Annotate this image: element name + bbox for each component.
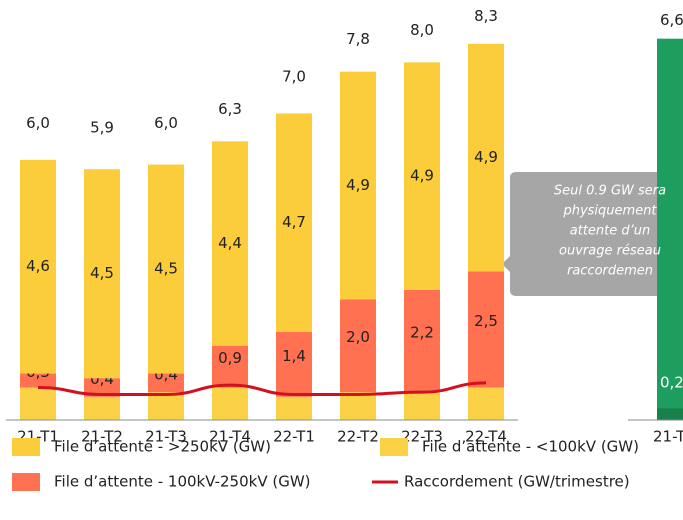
bar (657, 38, 683, 421)
bar-segment (276, 331, 312, 397)
bar-segment (340, 71, 376, 300)
annotation: ouvrage réseau (559, 244, 661, 259)
data-label: 4,9 (474, 148, 498, 166)
bar-segment (20, 387, 56, 420)
x-tick-label: 21-T (653, 428, 683, 446)
bar-segment (212, 141, 248, 346)
data-label: 4,6 (26, 257, 50, 275)
annotation: attente d’un (570, 224, 651, 239)
x-tick-label: 22-T3 (401, 428, 443, 446)
legend-swatch (380, 438, 408, 456)
x-tick-label: 21-T2 (81, 428, 123, 446)
data-label: 4,9 (410, 167, 434, 185)
bar-segment (340, 392, 376, 420)
bar-segment (468, 387, 504, 420)
bar-segment (148, 164, 184, 374)
data-label: 4,7 (282, 213, 306, 231)
total-label: 6,0 (26, 114, 50, 132)
callout (502, 172, 683, 296)
data-label: 4,9 (346, 176, 370, 194)
line (37, 381, 487, 396)
bar-segment (20, 159, 56, 374)
x-tick-label: 22-T1 (273, 428, 315, 446)
bar-segment (468, 43, 504, 272)
inner-bar (657, 408, 683, 420)
legend-swatch (12, 473, 40, 491)
annotation: raccordemen (567, 264, 653, 279)
bar-segment (20, 373, 56, 388)
legend-label: File d’attente - 100kV-250kV (GW) (54, 473, 311, 491)
data-label: 4,4 (218, 234, 242, 252)
data-label: 6,6 (660, 11, 683, 29)
total-label: 8,0 (410, 21, 434, 39)
x-tick-label: 22-T2 (337, 428, 379, 446)
x-tick-label: 21-T3 (145, 428, 187, 446)
total-label: 8,3 (474, 7, 498, 25)
bar-segment (468, 271, 504, 388)
total-label: 7,0 (282, 67, 306, 85)
x-tick-label: 21-T4 (209, 428, 251, 446)
total-label: 6,0 (154, 114, 178, 132)
data-label: 4,5 (90, 264, 114, 282)
bar-segment (276, 396, 312, 420)
data-label: 2,0 (346, 328, 370, 346)
data-label: 2,2 (410, 324, 434, 342)
inner-label: 0,2 (660, 374, 683, 392)
legend-swatch (12, 438, 40, 456)
bar-segment (404, 289, 440, 393)
bar-segment (148, 392, 184, 420)
bar-segment (212, 387, 248, 420)
total-label: 7,8 (346, 30, 370, 48)
annotation: Seul 0.9 GW sera (554, 184, 666, 199)
total-label: 6,3 (218, 100, 242, 118)
bar-segment (212, 345, 248, 388)
legend-label: Raccordement (GW/trimestre) (404, 473, 630, 491)
bar-segment (84, 396, 120, 420)
data-label: 0,9 (218, 349, 242, 367)
bar-segment (404, 62, 440, 290)
legend-label: File d’attente - <100kV (GW) (422, 438, 639, 456)
bar-segment (84, 378, 120, 397)
total-label: 5,9 (90, 118, 114, 136)
data-label: 2,5 (474, 312, 498, 330)
bar-segment (148, 373, 184, 393)
annotation: physiquement (562, 204, 657, 219)
data-label: 4,5 (154, 260, 178, 278)
x-tick-label: 22-T4 (465, 428, 507, 446)
legend-label: File d’attente - >250kV (GW) (54, 438, 271, 456)
bar-segment (84, 169, 120, 379)
bar-segment (340, 299, 376, 393)
bar-segment (276, 113, 312, 332)
data-label: 1,4 (282, 347, 306, 365)
bar-segment (404, 392, 440, 420)
